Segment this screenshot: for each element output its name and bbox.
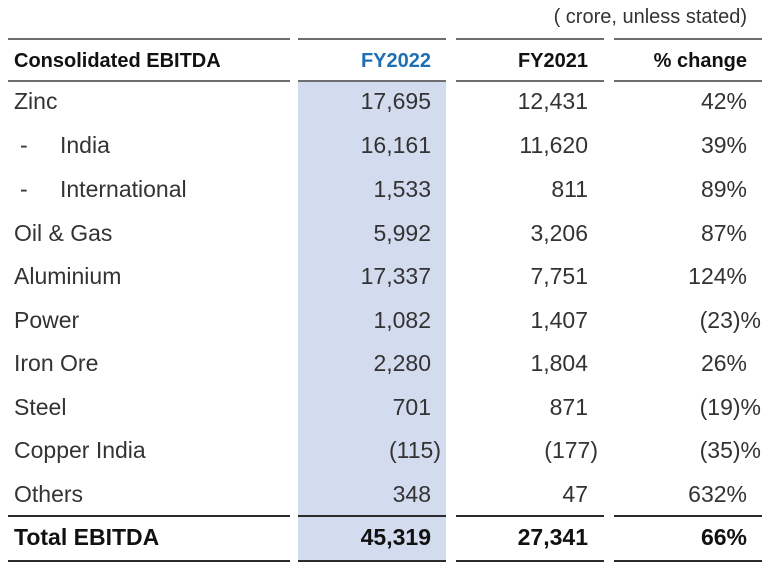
total-label: Total EBITDA	[14, 524, 160, 550]
table-row-steel: Steel 701 871 (19)%	[0, 388, 769, 432]
row-label: Others	[14, 481, 84, 507]
value-change: 87%	[700, 220, 747, 246]
header-change: % change	[653, 50, 747, 72]
table-row-copper-india: Copper India (115) (177) (35)%	[0, 431, 769, 475]
row-label: Zinc	[14, 88, 58, 114]
value-fy2021: 811	[551, 176, 588, 202]
column-rule-label	[8, 38, 290, 40]
value-fy2022: 17,695	[360, 88, 431, 114]
value-fy2021: 12,431	[517, 88, 588, 114]
row-label: Iron Ore	[14, 350, 99, 376]
header-fy2022: FY2022	[360, 50, 431, 72]
column-rule-fy2021	[456, 38, 604, 40]
total-rule-bottom-label	[8, 560, 290, 562]
table-row-zinc: Zinc 17,695 12,431 42%	[0, 82, 769, 126]
value-fy2022: 348	[392, 481, 431, 507]
total-rule-top-fy2021	[456, 515, 604, 517]
table-row-oil-gas: Oil & Gas 5,992 3,206 87%	[0, 214, 769, 258]
value-fy2022: (115)	[389, 437, 441, 463]
row-label: - International	[20, 176, 187, 203]
row-label: Steel	[14, 394, 67, 420]
row-label-text: International	[60, 176, 187, 202]
value-fy2021: 3,206	[530, 220, 588, 246]
value-fy2022: 2,280	[373, 350, 431, 376]
table-row-india: - India 16,161 11,620 39%	[0, 126, 769, 170]
value-change: (19)%	[699, 394, 761, 420]
row-label: - India	[20, 132, 110, 159]
value-change: (23)%	[699, 307, 761, 333]
value-change: (35)%	[699, 437, 761, 463]
value-change: 42%	[700, 88, 747, 114]
value-change: 89%	[700, 176, 747, 202]
row-label: Copper India	[14, 437, 146, 463]
value-fy2021: 7,751	[530, 263, 588, 289]
column-rule-fy2022	[298, 38, 446, 40]
header-underline-label	[8, 80, 290, 82]
value-fy2021: 871	[549, 394, 588, 420]
value-change: 26%	[700, 350, 747, 376]
table-row-total: Total EBITDA 45,319 27,341 66%	[0, 518, 769, 562]
value-fy2022: 701	[392, 394, 431, 420]
table-row-others: Others 348 47 632%	[0, 475, 769, 519]
header-underline-change	[614, 80, 762, 82]
total-rule-bottom-fy2022	[298, 560, 446, 562]
total-change: 66%	[700, 524, 747, 550]
header-underline-fy2022	[298, 80, 446, 82]
header-underline-fy2021	[456, 80, 604, 82]
total-rule-bottom-change	[614, 560, 762, 562]
total-fy2021: 27,341	[517, 524, 588, 550]
table-row-international: - International 1,533 811 89%	[0, 170, 769, 214]
total-rule-bottom-fy2021	[456, 560, 604, 562]
table-row-aluminium: Aluminium 17,337 7,751 124%	[0, 257, 769, 301]
value-change: 124%	[688, 263, 747, 289]
sub-item-dash: -	[20, 176, 28, 202]
total-rule-top-fy2022	[298, 515, 446, 517]
unit-note: ( crore, unless stated)	[553, 6, 747, 28]
value-fy2021: 1,407	[530, 307, 588, 333]
value-fy2021: 47	[562, 481, 588, 507]
value-fy2021: (177)	[544, 437, 598, 463]
value-fy2021: 1,804	[530, 350, 588, 376]
value-fy2022: 1,533	[373, 176, 431, 202]
table-row-power: Power 1,082 1,407 (23)%	[0, 301, 769, 345]
row-label: Power	[14, 307, 80, 333]
header-label: Consolidated EBITDA	[14, 50, 221, 72]
total-fy2022: 45,319	[360, 524, 431, 550]
value-fy2022: 5,992	[373, 220, 431, 246]
header-fy2021: FY2021	[517, 50, 588, 72]
value-change: 632%	[688, 481, 747, 507]
value-fy2022: 1,082	[373, 307, 431, 333]
value-fy2022: 16,161	[360, 132, 431, 158]
row-label: Oil & Gas	[14, 220, 113, 246]
sub-item-dash: -	[20, 132, 28, 158]
value-fy2021: 11,620	[519, 132, 588, 158]
row-label-text: India	[60, 132, 110, 158]
column-rule-change	[614, 38, 762, 40]
total-rule-top-label	[8, 515, 290, 517]
fy2022-highlight-band	[298, 82, 446, 560]
table-header: Consolidated EBITDA FY2022 FY2021 % chan…	[0, 44, 769, 80]
row-label: Aluminium	[14, 263, 122, 289]
total-rule-top-change	[614, 515, 762, 517]
value-fy2022: 17,337	[360, 263, 431, 289]
table-row-iron-ore: Iron Ore 2,280 1,804 26%	[0, 344, 769, 388]
value-change: 39%	[700, 132, 747, 158]
